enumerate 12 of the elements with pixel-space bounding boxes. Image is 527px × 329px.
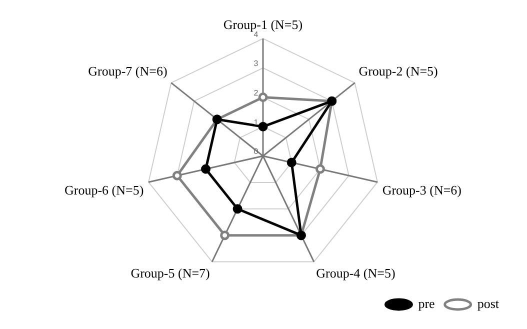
spoke-label: Group-2 (N=5): [358, 63, 438, 78]
legend-label: pre: [418, 296, 436, 311]
spoke-label: Group-5 (N=7): [130, 266, 210, 280]
spoke-label: Group-7 (N=6): [88, 63, 168, 78]
spoke-label: Group-3 (N=6): [382, 182, 462, 198]
y-tick-label: 3: [254, 59, 259, 68]
spoke-label: Group-6 (N=5): [64, 182, 144, 198]
spoke-label: Group-1 (N=5): [223, 17, 303, 32]
legend-label: post: [477, 296, 500, 311]
y-tick-label: 2: [254, 88, 259, 98]
y-tick-label: 4: [254, 30, 259, 39]
spoke-label: Group-4 (N=5): [316, 266, 396, 280]
